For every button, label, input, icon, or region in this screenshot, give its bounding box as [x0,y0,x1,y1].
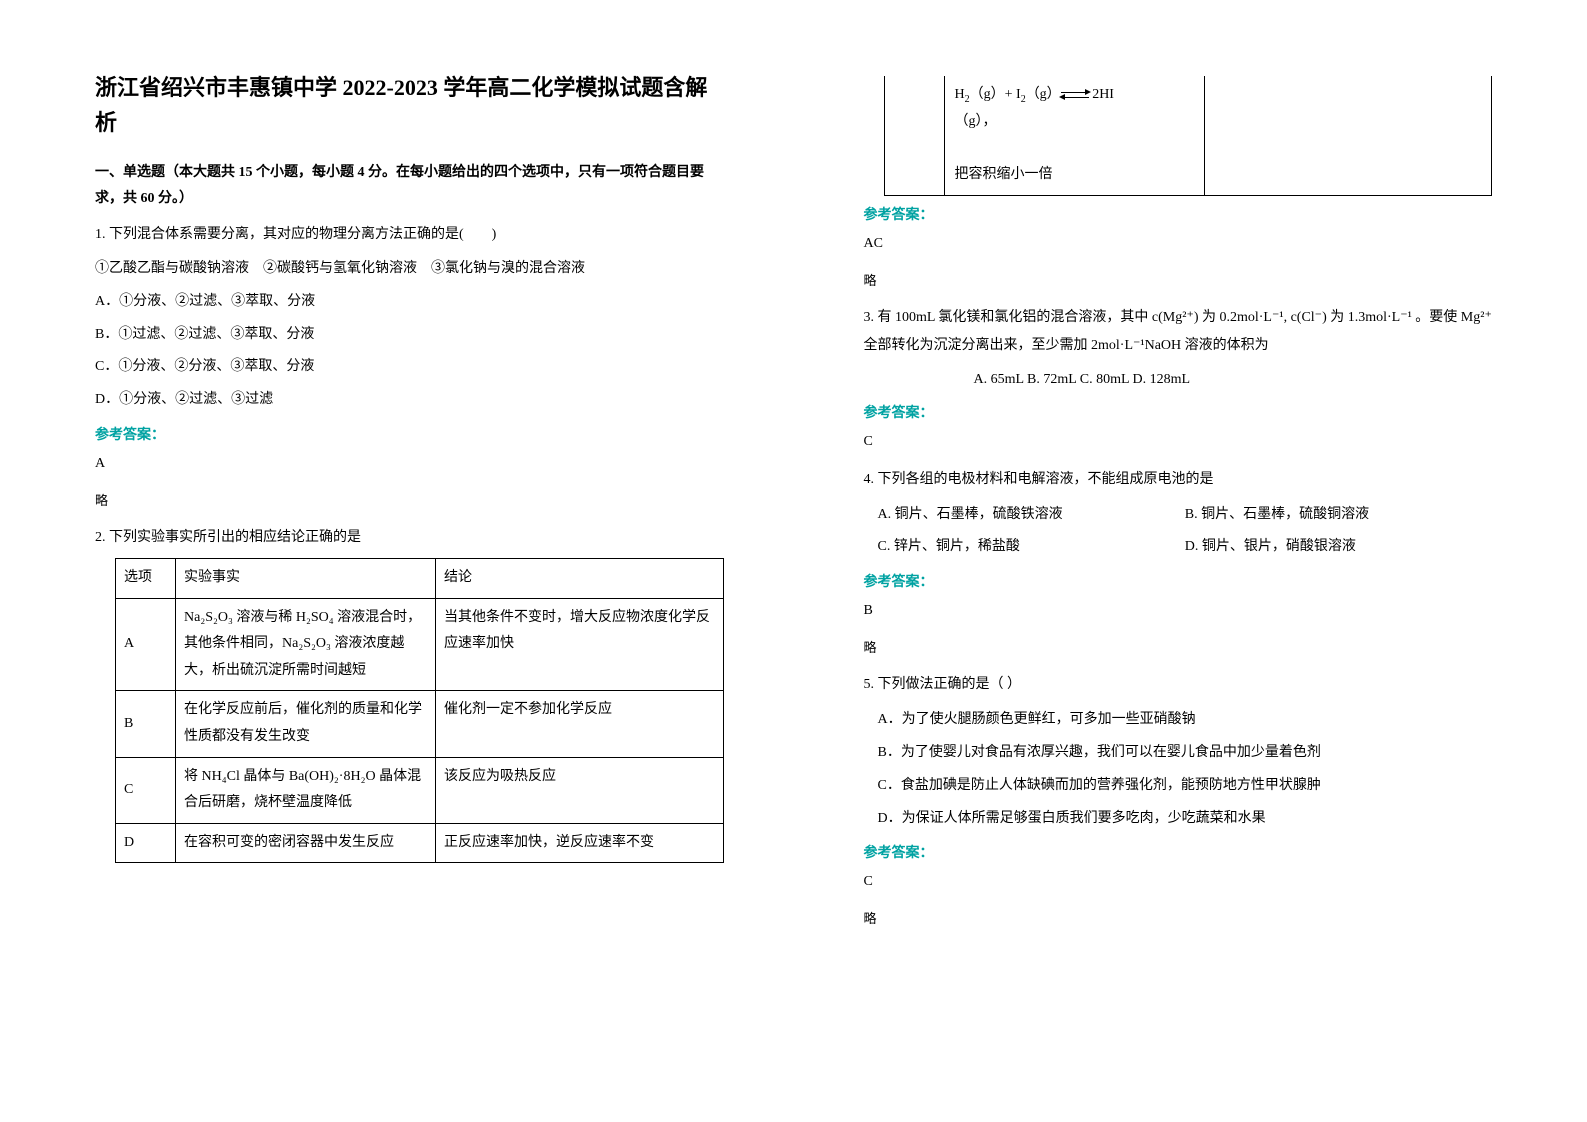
q5-answer-label: 参考答案： [864,842,1493,862]
th-fact: 实验事实 [176,558,436,598]
cell-b-concl: 催化剂一定不参加化学反应 [436,691,724,757]
q1-answer-label: 参考答案： [95,424,724,444]
q4-row2: C. 锌片、铜片，稀盐酸 D. 铜片、银片，硝酸银溶液 [864,532,1493,563]
q3-stem: 3. 有 100mL 氯化镁和氯化铝的混合溶液，其中 c(Mg²⁺) 为 0.2… [864,304,1493,360]
q5-stem: 5. 下列做法正确的是（ ） [864,671,1493,699]
frag-right [1204,76,1492,195]
cell-a-opt: A [116,598,176,691]
q2-stem: 2. 下列实验事实所引出的相应结论正确的是 [95,524,724,552]
q5-option-c: C．食盐加碘是防止人体缺碘而加的营养强化剂，能预防地方性甲状腺肿 [864,771,1493,802]
frag-mid: H2（g）+ I2（g） 2HI （g）， 把容积缩小一倍 [944,76,1204,195]
q1-note: 略 [95,488,724,514]
q4-answer: B [864,597,1493,625]
cell-d-concl: 正反应速率加快，逆反应速率不变 [436,823,724,863]
q2-note: 略 [864,268,1493,294]
frag-formula: H2（g）+ I2（g） 2HI [955,87,1114,102]
q2-answer: AC [864,230,1493,258]
cell-c-fact: 将 NH₄Cl 晶体与 Ba(OH)₂·8H₂O 晶体混合后研磨，烧杯壁温度降低 [176,757,436,823]
table-row: H2（g）+ I2（g） 2HI （g）， 把容积缩小一倍 [884,76,1492,195]
q5-answer: C [864,868,1493,896]
q3-options: A. 65mL B. 72mL C. 80mL D. 128mL [864,366,1493,394]
q1-option-b: B．①过滤、②过滤、③萃取、分液 [95,320,724,351]
section-header: 一、单选题（本大题共 15 个小题，每小题 4 分。在每小题给出的四个选项中，只… [95,160,724,210]
cell-c-concl: 该反应为吸热反应 [436,757,724,823]
cell-a-concl: 当其他条件不变时，增大反应物浓度化学反应速率加快 [436,598,724,691]
th-option: 选项 [116,558,176,598]
q1-subline: ①乙酸乙酯与碳酸钠溶液 ②碳酸钙与氢氧化钠溶液 ③氯化钠与溴的混合溶液 [95,255,724,283]
q3-answer: C [864,428,1493,456]
frag-text: 把容积缩小一倍 [955,167,1053,182]
q5-option-b: B．为了使婴儿对食品有浓厚兴趣，我们可以在婴儿食品中加少量着色剂 [864,738,1493,769]
q4-note: 略 [864,635,1493,661]
q1-stem: 1. 下列混合体系需要分离，其对应的物理分离方法正确的是( ) [95,221,724,249]
th-conclusion: 结论 [436,558,724,598]
q4-row1: A. 铜片、石墨棒，硫酸铁溶液 B. 铜片、石墨棒，硫酸铜溶液 [864,500,1493,531]
cell-d-opt: D [116,823,176,863]
cell-a-fact: Na₂S₂O₃ 溶液与稀 H₂SO₄ 溶液混合时，其他条件相同，Na₂S₂O₃ … [176,598,436,691]
q4-option-c: C. 锌片、铜片，稀盐酸 [878,532,1185,563]
q1-option-d: D．①分液、②过滤、③过滤 [95,385,724,416]
q1-option-c: C．①分液、②分液、③萃取、分液 [95,352,724,383]
table-row: D 在容积可变的密闭容器中发生反应 正反应速率加快，逆反应速率不变 [116,823,724,863]
table-row: A Na₂S₂O₃ 溶液与稀 H₂SO₄ 溶液混合时，其他条件相同，Na₂S₂O… [116,598,724,691]
q4-option-a: A. 铜片、石墨棒，硫酸铁溶液 [878,500,1185,531]
q4-option-b: B. 铜片、石墨棒，硫酸铜溶液 [1185,500,1492,531]
q3-answer-label: 参考答案： [864,402,1493,422]
page-container: 浙江省绍兴市丰惠镇中学 2022-2023 学年高二化学模拟试题含解析 一、单选… [0,0,1587,1122]
q5-option-a: A．为了使火腿肠颜色更鲜红，可多加一些亚硝酸钠 [864,705,1493,736]
cell-b-opt: B [116,691,176,757]
frag-left [884,76,944,195]
q5-option-d: D．为保证人体所需足够蛋白质我们要多吃肉，少吃蔬菜和水果 [864,804,1493,835]
q4-answer-label: 参考答案： [864,571,1493,591]
q2-answer-label: 参考答案： [864,204,1493,224]
q5-note: 略 [864,906,1493,932]
q2-table-continuation: H2（g）+ I2（g） 2HI （g）， 把容积缩小一倍 [884,76,1493,196]
cell-d-fact: 在容积可变的密闭容器中发生反应 [176,823,436,863]
q4-option-d: D. 铜片、银片，硝酸银溶液 [1185,532,1492,563]
q4-stem: 4. 下列各组的电极材料和电解溶液，不能组成原电池的是 [864,466,1493,494]
q1-option-a: A．①分液、②过滤、③萃取、分液 [95,287,724,318]
document-title: 浙江省绍兴市丰惠镇中学 2022-2023 学年高二化学模拟试题含解析 [95,70,724,140]
equilibrium-arrow-icon [1061,89,1089,101]
q1-answer: A [95,450,724,478]
cell-c-opt: C [116,757,176,823]
cell-b-fact: 在化学反应前后，催化剂的质量和化学性质都没有发生改变 [176,691,436,757]
right-column: H2（g）+ I2（g） 2HI （g）， 把容积缩小一倍 参考答案： AC 略… [794,0,1587,1122]
table-row: B 在化学反应前后，催化剂的质量和化学性质都没有发生改变 催化剂一定不参加化学反… [116,691,724,757]
table-row: C 将 NH₄Cl 晶体与 Ba(OH)₂·8H₂O 晶体混合后研磨，烧杯壁温度… [116,757,724,823]
frag-formula-2: （g）， [955,114,997,129]
q2-table: 选项 实验事实 结论 A Na₂S₂O₃ 溶液与稀 H₂SO₄ 溶液混合时，其他… [115,558,724,863]
table-header-row: 选项 实验事实 结论 [116,558,724,598]
left-column: 浙江省绍兴市丰惠镇中学 2022-2023 学年高二化学模拟试题含解析 一、单选… [0,0,794,1122]
